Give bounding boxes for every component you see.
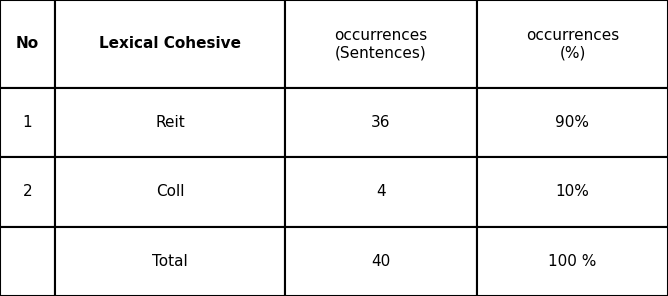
Text: 36: 36 xyxy=(371,115,391,130)
Bar xyxy=(0,227,55,296)
Text: Total: Total xyxy=(152,254,188,269)
Text: occurrences
(%): occurrences (%) xyxy=(526,28,619,60)
Text: 4: 4 xyxy=(376,184,386,200)
Text: 100 %: 100 % xyxy=(548,254,597,269)
Bar xyxy=(0,157,55,227)
Text: Reit: Reit xyxy=(155,115,185,130)
Bar xyxy=(477,88,668,157)
Text: 2: 2 xyxy=(23,184,32,200)
Text: 90%: 90% xyxy=(556,115,589,130)
Bar xyxy=(477,227,668,296)
Text: occurrences
(Sentences): occurrences (Sentences) xyxy=(335,28,428,60)
Bar xyxy=(0,0,55,88)
Text: 40: 40 xyxy=(371,254,391,269)
Bar xyxy=(285,157,477,227)
Text: No: No xyxy=(16,36,39,52)
Bar xyxy=(285,227,477,296)
Bar xyxy=(477,0,668,88)
Text: 1: 1 xyxy=(23,115,32,130)
Bar xyxy=(0,88,55,157)
Bar xyxy=(55,0,285,88)
Bar xyxy=(285,0,477,88)
Bar xyxy=(285,88,477,157)
Text: Lexical Cohesive: Lexical Cohesive xyxy=(99,36,241,52)
Bar xyxy=(55,157,285,227)
Bar xyxy=(55,227,285,296)
Text: Coll: Coll xyxy=(156,184,184,200)
Text: 10%: 10% xyxy=(556,184,589,200)
Bar xyxy=(55,88,285,157)
Bar xyxy=(477,157,668,227)
